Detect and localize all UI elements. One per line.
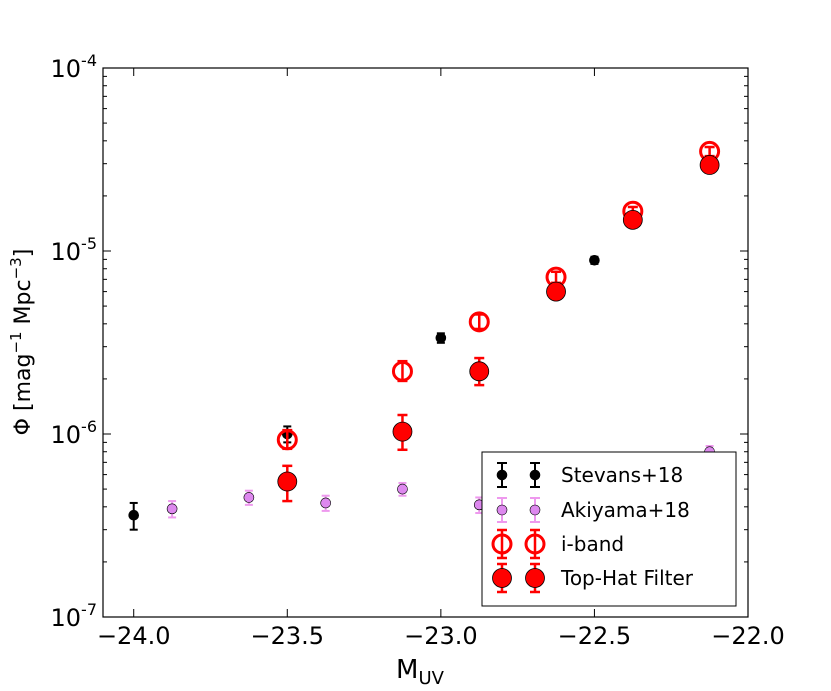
y-tick-label: 10-6 [51,417,98,449]
data-point [128,509,140,521]
y-axis-label: Φ [mag−1 Mpc−3] [7,249,36,436]
legend-entry-i-band: i-band [491,528,624,560]
x-axis-ticks: −24.0 −23.5 −23.0 −22.5 −22.0 [97,68,785,650]
legend-label: Akiyama+18 [561,498,690,522]
data-point [391,360,413,382]
x-tick-label: −23.5 [251,622,325,650]
y-tick-label: 10-7 [51,600,98,632]
data-point [589,254,600,266]
legend-marker [491,533,513,555]
legend-marker [525,568,545,588]
y-tick-label: 10-4 [51,51,98,83]
legend-entry-akiyama-18: Akiyama+18 [496,497,690,523]
y-tick-label: 10-5 [51,234,98,266]
data-point [435,332,447,344]
data-point [699,155,720,175]
x-axis-label: MUV [396,655,445,686]
legend-entry-stevans-18: Stevans+18 [496,462,683,488]
data-point [469,361,490,382]
data-point [243,492,255,503]
data-point [622,209,643,230]
x-tick-label: −24.0 [97,622,171,650]
legend-label: i-band [561,532,624,556]
x-tick-label: −22.5 [558,622,632,650]
legend: Stevans+18 Akiyama+18 i-band Top-Hat Filter [481,451,737,607]
legend-marker [529,469,541,481]
legend-box [481,451,737,607]
data-point [166,503,178,515]
data-point [546,281,566,302]
x-tick-label: −22.0 [711,622,785,650]
legend-entry-top-hat-filter: Top-Hat Filter [492,562,694,594]
legend-marker [496,504,508,516]
series-top-hat-filter [277,155,720,503]
legend-label: Stevans+18 [561,463,683,487]
legend-label: Top-Hat Filter [560,566,694,590]
legend-marker [529,504,541,516]
data-point [320,497,331,509]
data-point [468,311,490,333]
legend-marker [492,568,512,588]
legend-marker [496,469,508,481]
data-point [397,483,408,495]
data-point [276,429,298,451]
plot-frame [102,67,749,618]
x-tick-label: −23.0 [404,622,478,650]
data-point [277,471,298,492]
y-axis-ticks: 10-7 10-6 10-5 10-4 [51,51,748,632]
data-point [392,421,413,442]
legend-marker [524,533,546,555]
